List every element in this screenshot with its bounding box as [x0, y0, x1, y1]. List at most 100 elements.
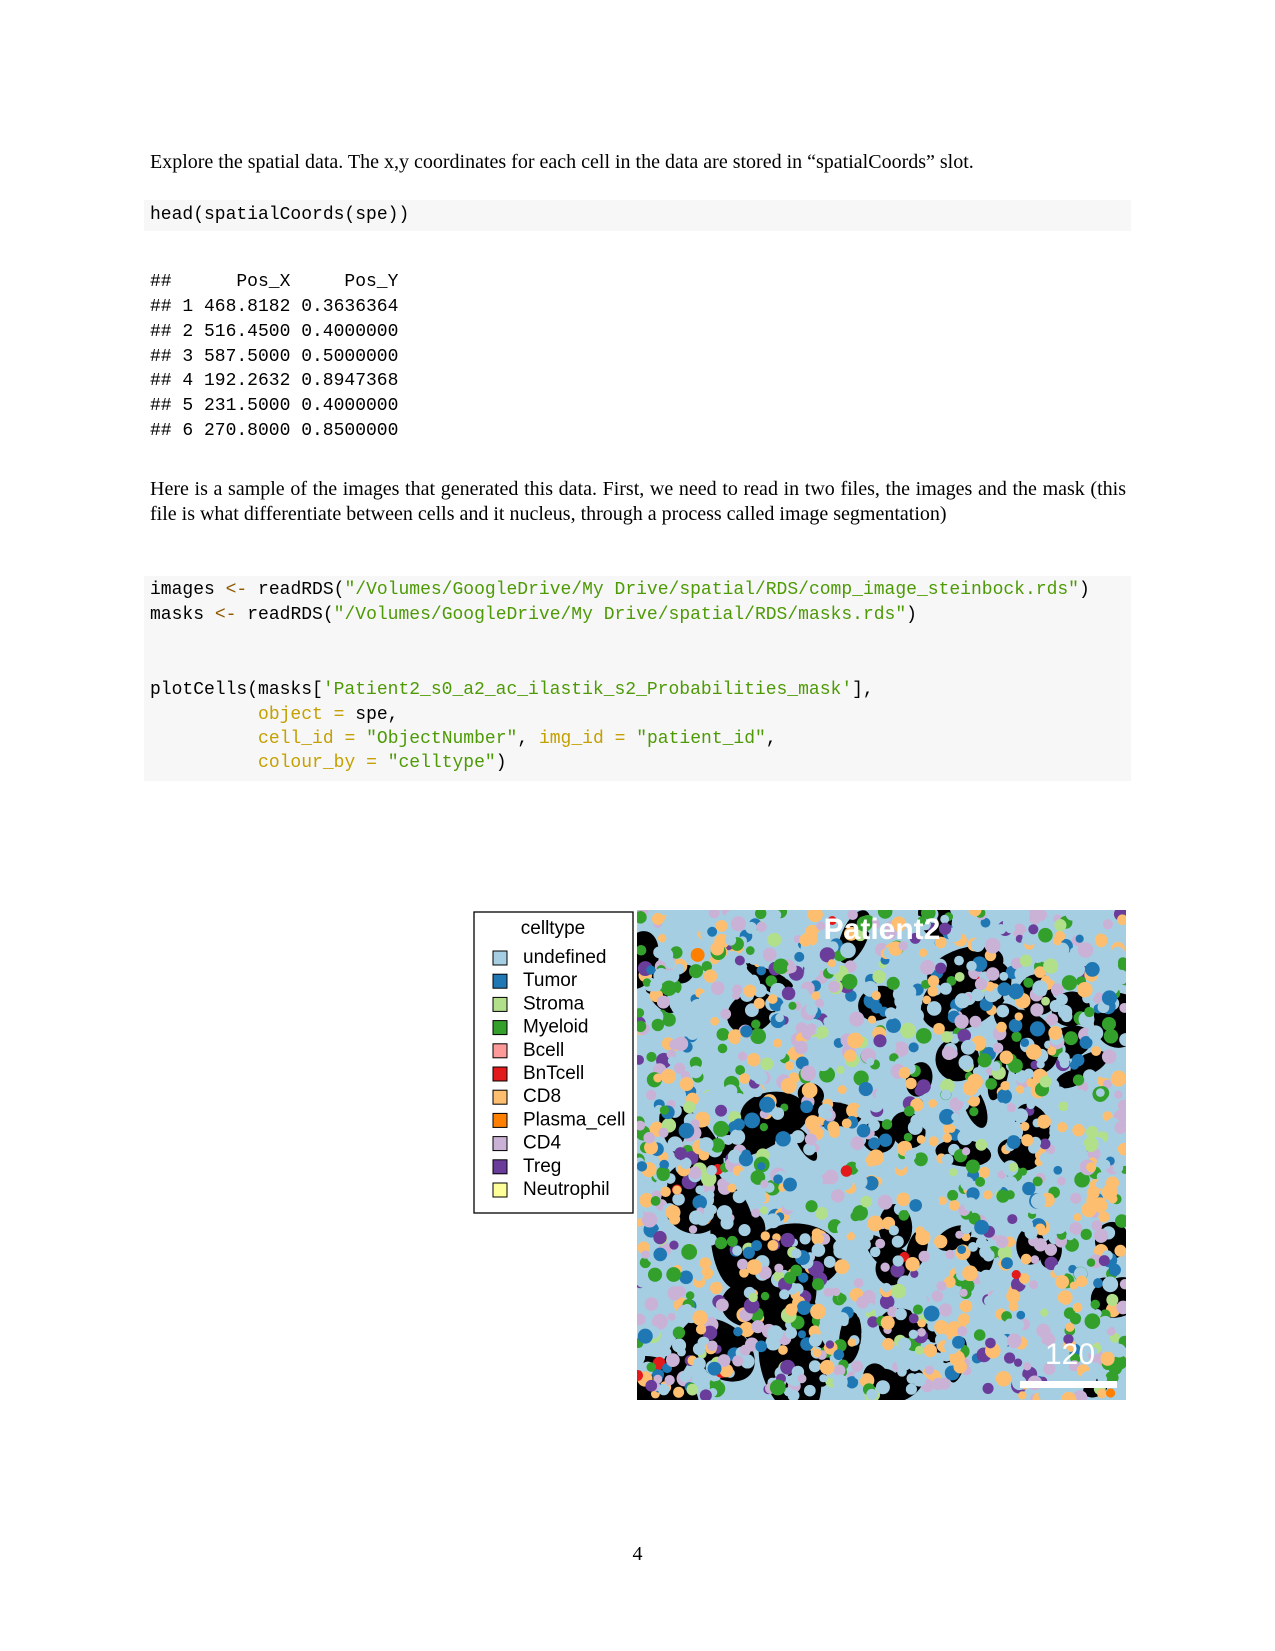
cell [672, 1185, 682, 1195]
cell [1022, 1181, 1036, 1196]
cell [715, 1104, 728, 1117]
cell [948, 1200, 960, 1211]
cell [1049, 1124, 1059, 1134]
cell [1030, 1003, 1044, 1017]
cell [677, 930, 690, 942]
cell [838, 1175, 853, 1191]
page-number: 4 [632, 1543, 643, 1565]
cell [750, 1071, 760, 1082]
cell [649, 979, 663, 992]
code-token: "/Volumes/GoogleDrive/My Drive/spatial/R… [344, 580, 1079, 600]
cell [1106, 1293, 1119, 1306]
cell [745, 921, 758, 934]
legend-swatch [492, 996, 508, 1012]
output-row: ## 6 270.8000 0.8500000 [150, 419, 398, 443]
cell [905, 1077, 917, 1090]
cell [755, 1340, 768, 1353]
cell [1098, 1211, 1110, 1223]
cell [692, 1310, 708, 1326]
cell [876, 1078, 888, 1091]
cell [1119, 1002, 1126, 1013]
cell [743, 955, 753, 964]
cell [796, 1300, 812, 1316]
cell [673, 963, 685, 975]
cell [785, 1149, 800, 1165]
cell [868, 1149, 885, 1166]
cell [1039, 1344, 1048, 1353]
code-token: = [333, 705, 345, 725]
legend-label: Treg [523, 1156, 561, 1177]
cell [775, 1131, 791, 1147]
cell [1070, 1192, 1082, 1204]
cell [969, 1107, 979, 1117]
cell [1077, 942, 1094, 958]
cell [716, 1205, 733, 1221]
cell [1117, 957, 1126, 967]
cell [879, 1294, 895, 1310]
cell [867, 1015, 877, 1024]
cell [1069, 961, 1086, 978]
cell [884, 1152, 894, 1161]
cell [780, 1077, 797, 1094]
cell [1026, 1100, 1036, 1110]
cell [997, 982, 1012, 997]
cell [1097, 1332, 1108, 1344]
cell [637, 944, 647, 956]
cell [816, 1026, 829, 1039]
cell [713, 1120, 730, 1137]
cell [909, 1199, 923, 1212]
cell [1005, 923, 1016, 934]
cell [767, 932, 782, 947]
cell [1063, 1307, 1076, 1319]
cell [1030, 1193, 1047, 1209]
code-token: colour_by [258, 753, 356, 773]
cell [1029, 1280, 1039, 1290]
cell [1101, 1049, 1117, 1064]
cell [665, 1204, 681, 1220]
cell [1038, 1387, 1053, 1400]
cell [732, 1118, 745, 1131]
cell [744, 1112, 761, 1129]
cell [1022, 1362, 1032, 1371]
cell [1115, 1214, 1126, 1228]
cell [1029, 1021, 1046, 1037]
cell [799, 933, 813, 947]
cell [946, 975, 957, 986]
output-cell: Pos_X [236, 272, 291, 292]
cell [847, 910, 858, 921]
cell [1051, 1218, 1067, 1235]
cell [922, 995, 932, 1005]
cell [656, 995, 670, 1009]
cell [984, 981, 995, 992]
cell [965, 1159, 980, 1174]
cell [1053, 1263, 1067, 1277]
cell [1006, 1135, 1021, 1149]
cell [974, 1219, 990, 1235]
cell [716, 1027, 730, 1041]
cell [637, 911, 647, 924]
cell [996, 1235, 1009, 1248]
output-cell: 1 [182, 297, 194, 317]
cell [1039, 1075, 1052, 1088]
cell [966, 960, 977, 972]
cell [778, 1345, 788, 1355]
cell [664, 914, 676, 926]
cell [987, 910, 996, 917]
cell [678, 1122, 695, 1139]
cell [1116, 1300, 1126, 1315]
cell [757, 1162, 766, 1171]
cell [954, 1014, 969, 1029]
cell [957, 1245, 967, 1254]
cell [684, 1027, 696, 1038]
cell [871, 990, 881, 1001]
cell [842, 1204, 851, 1213]
cell [732, 1355, 744, 1367]
cell [904, 1105, 915, 1117]
cell [666, 1049, 677, 1060]
cell [1102, 1276, 1119, 1293]
cell [1048, 1025, 1063, 1040]
output-cell: 587.5000 [203, 346, 291, 367]
cell [770, 910, 782, 920]
cell [1036, 1114, 1051, 1129]
